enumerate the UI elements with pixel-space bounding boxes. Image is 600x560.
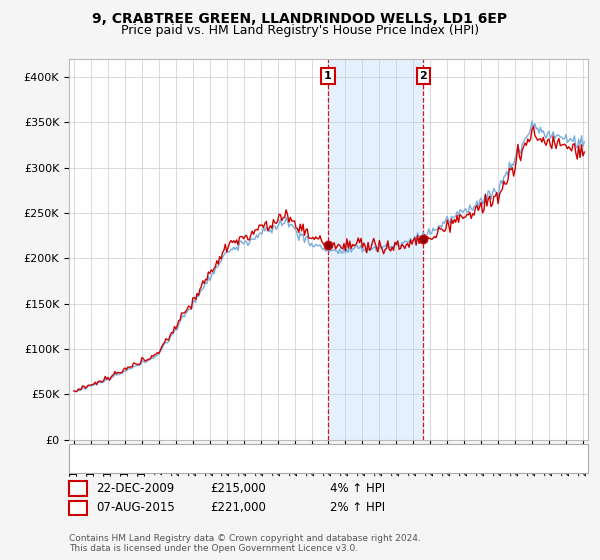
Text: Contains HM Land Registry data © Crown copyright and database right 2024.
This d: Contains HM Land Registry data © Crown c… — [69, 534, 421, 553]
Text: —: — — [78, 443, 95, 461]
Text: 22-DEC-2009: 22-DEC-2009 — [96, 482, 174, 495]
Text: 1: 1 — [74, 482, 82, 495]
Text: 2: 2 — [419, 71, 427, 81]
Text: Price paid vs. HM Land Registry's House Price Index (HPI): Price paid vs. HM Land Registry's House … — [121, 24, 479, 36]
Text: 1: 1 — [324, 71, 332, 81]
Text: £221,000: £221,000 — [210, 501, 266, 515]
Text: 9, CRABTREE GREEN, LLANDRINDOD WELLS, LD1 6EP: 9, CRABTREE GREEN, LLANDRINDOD WELLS, LD… — [92, 12, 508, 26]
Text: £215,000: £215,000 — [210, 482, 266, 495]
Text: 9, CRABTREE GREEN, LLANDRINDOD WELLS, LD1 6EP (detached house): 9, CRABTREE GREEN, LLANDRINDOD WELLS, LD… — [102, 447, 475, 457]
Text: HPI: Average price, detached house, Powys: HPI: Average price, detached house, Powy… — [102, 460, 327, 470]
Text: 07-AUG-2015: 07-AUG-2015 — [96, 501, 175, 515]
Text: 2: 2 — [74, 501, 82, 515]
Text: 4% ↑ HPI: 4% ↑ HPI — [330, 482, 385, 495]
Text: —: — — [78, 456, 95, 474]
Text: 2% ↑ HPI: 2% ↑ HPI — [330, 501, 385, 515]
